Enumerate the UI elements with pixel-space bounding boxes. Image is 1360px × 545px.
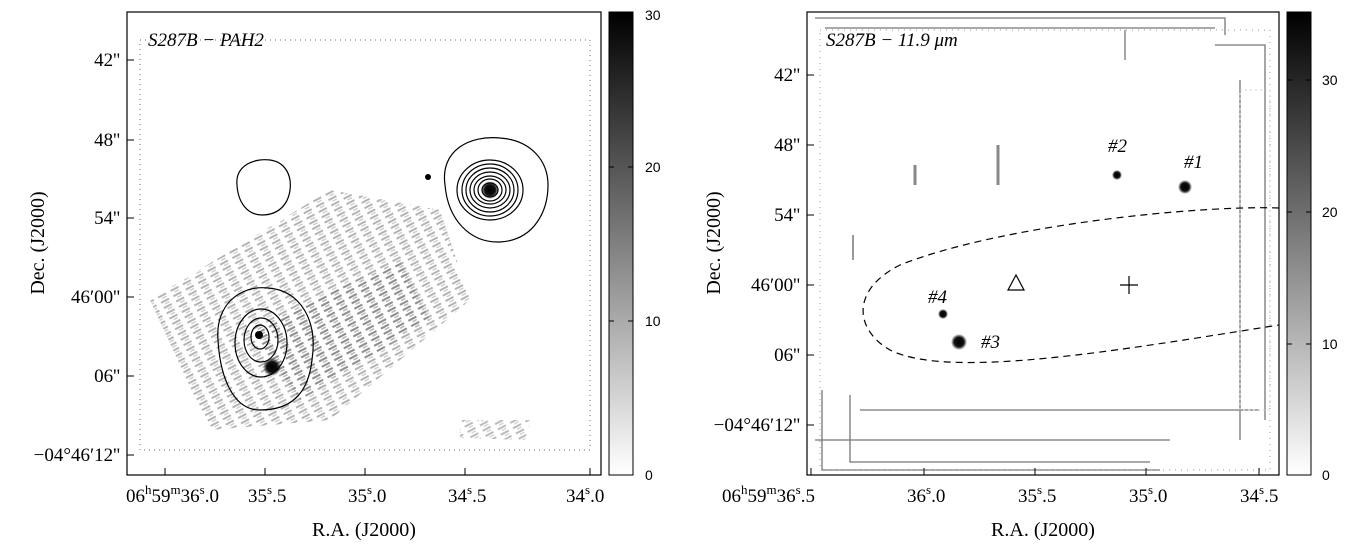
panel-pah2-ytick-1: 48'' (94, 130, 120, 151)
triangle-marker (1007, 273, 1025, 291)
source-label-4: #4 (928, 287, 948, 308)
panel-pah2-xtick-3: 34s.5 (448, 482, 486, 507)
panel-pah2-colorbar: 30 20 10 0 (608, 7, 661, 483)
panel-11-9um-xtick-0: 06h59m36s.5 (722, 482, 815, 507)
panel-11-9um-xtick-1: 36s.0 (907, 482, 945, 507)
colorbar-label-0: 0 (645, 467, 653, 483)
panel-pah2-title: S287B − PAH2 (148, 30, 264, 51)
panel-pah2: S287B − PAH2 06h59m36s.0 35s.5 35s.0 34s… (27, 7, 661, 541)
colorbar-label-20: 20 (645, 159, 661, 175)
panel-11-9um-ytick-3: 46′00'' (751, 275, 800, 296)
panel-11-9um-title: S287B − 11.9 μm (826, 30, 958, 51)
panel-pah2-ytick-4: 06'' (94, 366, 120, 387)
panel-pah2-ytick-3: 46′00'' (71, 287, 120, 308)
colorbar-label-10: 10 (645, 313, 661, 329)
colorbar-label-0: 0 (1322, 467, 1330, 483)
panel-pah2-ytick-0: 42'' (94, 50, 120, 71)
panel-11-9um-xtick-4: 34s.5 (1240, 482, 1278, 507)
cross-marker (1120, 276, 1138, 294)
panel-pah2-xtick-4: 34s.0 (566, 482, 604, 507)
panel-11-9um-xlabel: R.A. (J2000) (991, 519, 1095, 541)
colorbar-label-10: 10 (1322, 336, 1338, 352)
panel-11-9um-ytick-5: −04°46′12'' (714, 415, 800, 436)
panel-pah2-ylabel: Dec. (J2000) (27, 191, 49, 294)
panel-pah2-xlabel: R.A. (J2000) (312, 519, 416, 541)
panel-pah2-xtick-1: 35s.5 (248, 482, 286, 507)
panel-11-9um-ytick-4: 06'' (774, 345, 800, 366)
panel-11-9um-frame (806, 11, 1280, 476)
panel-pah2-xtick-0: 06h59m36s.0 (126, 482, 219, 507)
panel-11-9um-ylabel: Dec. (J2000) (703, 191, 725, 294)
panel-11-9um-ytick-1: 48'' (774, 135, 800, 156)
panel-pah2-xtick-2: 35s.0 (348, 482, 386, 507)
colorbar-label-30: 30 (1322, 72, 1338, 88)
panel-11-9um-ytick-2: 54'' (774, 205, 800, 226)
source-label-2: #2 (1108, 136, 1128, 157)
panel-11-9um-ytick-0: 42'' (774, 65, 800, 86)
colorbar-label-30: 30 (645, 7, 661, 23)
source-label-3: #3 (981, 332, 1000, 353)
panel-11-9um-xtick-2: 35s.5 (1018, 482, 1056, 507)
panel-pah2-ytick-5: −04°46′12'' (34, 445, 120, 466)
source-label-1: #1 (1184, 152, 1203, 173)
colorbar-label-20: 20 (1322, 204, 1338, 220)
panel-11-9um-colorbar: 30 20 10 0 (1286, 11, 1338, 483)
panel-11-9um: #1 #2 #3 #4 S287B − 11.9 μm 06h59m36s.5 … (703, 11, 1338, 541)
panel-11-9um-image (815, 17, 1279, 471)
panel-pah2-image (139, 39, 591, 451)
panel-pah2-ytick-2: 54'' (94, 208, 120, 229)
panel-11-9um-xtick-3: 35s.0 (1129, 482, 1167, 507)
